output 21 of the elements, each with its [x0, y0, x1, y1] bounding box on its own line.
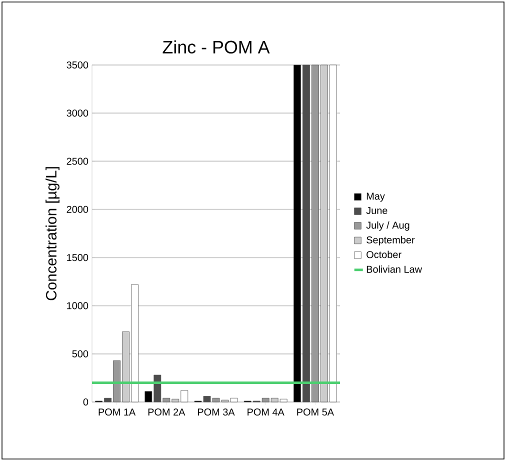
- x-tick-label: POM 3A: [198, 408, 235, 416]
- y-tick-label: 0: [83, 398, 88, 406]
- y-axis-title: Concentration [µg/L]: [46, 167, 60, 300]
- y-tick-label: 2000: [66, 206, 88, 213]
- legend-label: June: [366, 207, 388, 214]
- legend-label: September: [366, 236, 415, 246]
- y-tick-label: 1000: [67, 302, 88, 310]
- chart-title: Zinc - POM A: [162, 40, 270, 54]
- y-tick-label: 3500: [66, 61, 88, 69]
- x-tick-label: POM 5A: [297, 408, 334, 416]
- legend-label: May: [366, 192, 385, 202]
- legend-label: October: [366, 250, 402, 258]
- y-tick-label: 500: [72, 350, 88, 358]
- y-tick-label: 3000: [66, 110, 88, 117]
- legend-label: July / Aug: [366, 221, 410, 231]
- y-tick-label: 1500: [67, 254, 88, 262]
- legend-label: Bolivian Law: [366, 266, 422, 273]
- y-tick-label: 2500: [66, 158, 88, 165]
- x-tick-label: POM 1A: [98, 408, 136, 416]
- x-tick-label: POM 2A: [148, 408, 186, 416]
- x-tick-label: POM 4A: [248, 408, 284, 416]
